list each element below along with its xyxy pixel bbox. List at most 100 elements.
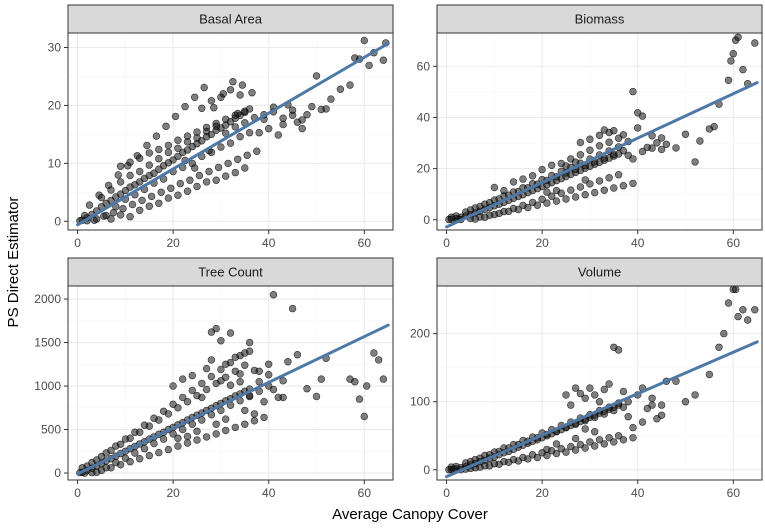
data-point	[490, 210, 499, 219]
data-point	[92, 215, 101, 223]
data-point	[298, 124, 306, 133]
data-point	[241, 406, 249, 415]
data-point	[183, 398, 192, 406]
data-point	[212, 176, 220, 184]
x-tick-label: 20	[535, 486, 549, 500]
data-point	[85, 201, 94, 209]
data-point	[547, 192, 556, 200]
facet-strip	[436, 4, 763, 34]
data-point	[691, 391, 699, 399]
data-point	[365, 61, 373, 70]
data-point	[600, 410, 608, 418]
data-point	[174, 152, 182, 161]
data-point	[126, 171, 134, 180]
data-point	[116, 440, 125, 448]
data-point	[202, 433, 211, 441]
data-point	[710, 122, 718, 131]
data-point	[116, 211, 125, 219]
data-point	[336, 85, 345, 93]
data-point	[229, 77, 237, 86]
data-point	[231, 168, 240, 177]
data-point	[145, 149, 154, 157]
data-point	[528, 451, 537, 459]
data-point	[610, 150, 618, 159]
y-tick-label: 1500	[34, 336, 61, 350]
data-point	[576, 151, 585, 159]
data-point	[729, 49, 737, 58]
data-point	[586, 438, 594, 446]
regression-line	[76, 41, 390, 227]
data-point	[217, 143, 225, 151]
data-point	[234, 155, 242, 164]
data-point	[167, 184, 175, 193]
data-point	[224, 159, 232, 168]
data-point	[547, 161, 556, 170]
y-tick-label: 60	[417, 59, 431, 73]
y-tick-label: 20	[417, 162, 431, 176]
data-point	[327, 95, 335, 103]
data-point	[731, 285, 740, 294]
data-point	[595, 436, 604, 444]
data-point	[279, 114, 287, 122]
data-point	[226, 329, 235, 337]
data-point	[193, 182, 201, 191]
data-point	[231, 353, 240, 361]
data-point	[114, 171, 122, 179]
data-point	[724, 299, 733, 307]
facet-title: Tree Count	[198, 265, 263, 280]
facet-panel-3: Volume 0 20 40 60 0 100 200	[410, 257, 763, 500]
data-point	[128, 200, 137, 209]
panel-background	[437, 286, 762, 480]
data-point	[581, 191, 589, 199]
data-point	[543, 188, 551, 196]
panel-border	[67, 32, 394, 231]
data-point	[629, 423, 637, 432]
data-point	[202, 127, 211, 136]
data-point	[375, 356, 383, 364]
data-point	[519, 201, 527, 210]
data-point	[614, 346, 623, 354]
data-point	[576, 440, 585, 449]
x-tick-label: 60	[358, 486, 372, 500]
data-point	[234, 109, 242, 118]
data-point	[241, 107, 249, 115]
data-point	[193, 427, 201, 435]
data-point	[590, 442, 599, 450]
data-point	[191, 93, 199, 102]
data-point	[155, 448, 163, 457]
data-point	[121, 454, 130, 462]
scatter-points	[76, 36, 390, 225]
data-point	[288, 304, 297, 313]
data-point	[174, 404, 182, 412]
data-point	[193, 134, 201, 142]
data-point	[629, 87, 637, 96]
data-point	[312, 392, 321, 401]
data-point	[648, 144, 656, 152]
data-point	[155, 199, 163, 208]
data-point	[164, 445, 173, 454]
data-point	[198, 379, 206, 388]
data-point	[226, 86, 235, 94]
data-point	[552, 186, 561, 195]
data-point	[198, 393, 206, 402]
data-point	[610, 184, 618, 192]
data-point	[183, 138, 192, 146]
data-point	[212, 122, 220, 131]
data-point	[102, 464, 110, 472]
data-point	[140, 445, 149, 453]
data-point	[226, 381, 235, 389]
data-point	[214, 163, 223, 172]
data-point	[119, 204, 127, 213]
data-point	[739, 65, 747, 74]
y-tick-label: 0	[54, 466, 61, 480]
data-point	[174, 136, 182, 144]
data-point	[581, 176, 589, 184]
data-point	[543, 445, 551, 454]
data-point	[705, 370, 714, 379]
facet-title: Biomass	[575, 12, 625, 27]
data-point	[222, 415, 230, 423]
data-point	[176, 179, 185, 188]
y-tick-label: 500	[41, 423, 61, 437]
data-point	[207, 356, 216, 364]
data-point	[188, 420, 197, 428]
